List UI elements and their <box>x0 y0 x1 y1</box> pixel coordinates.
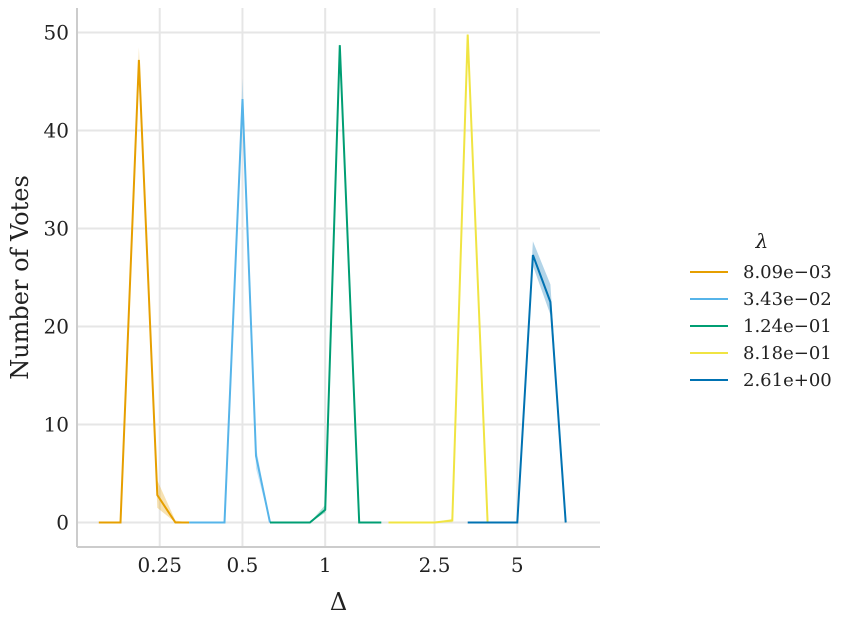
legend-title: λ <box>755 229 769 253</box>
y-tick-label: 30 <box>44 217 69 241</box>
legend: λ 8.09e−03 3.43e−02 1.24e−01 8.18e−01 2.61e+… <box>690 229 832 391</box>
series-line <box>189 99 271 524</box>
grid <box>77 8 600 547</box>
legend-item-label: 2.61e+00 <box>743 370 832 391</box>
legend-item-label: 1.24e−01 <box>743 316 832 337</box>
series-3 <box>388 32 489 524</box>
series-line <box>98 59 190 524</box>
y-tick-label: 50 <box>44 21 69 45</box>
x-axis-label: Δ <box>330 588 347 616</box>
y-tick-label: 40 <box>44 119 69 143</box>
series-confidence-band <box>189 78 270 523</box>
series-layer <box>98 32 567 524</box>
series-2 <box>270 42 382 524</box>
series-confidence-band <box>98 47 190 523</box>
series-confidence-band <box>388 32 488 523</box>
y-tick-label: 20 <box>44 315 69 339</box>
y-axis-label: Number of Votes <box>6 175 34 380</box>
x-tick-label: 1 <box>319 553 332 577</box>
series-line <box>388 34 489 524</box>
axes <box>76 8 600 548</box>
series-0 <box>98 47 190 524</box>
x-tick-label: 2.5 <box>419 553 451 577</box>
legend-item-label: 8.18e−01 <box>743 343 832 364</box>
series-1 <box>189 78 271 524</box>
y-tick-label: 10 <box>44 413 69 437</box>
series-line <box>270 45 382 524</box>
y-tick-label: 0 <box>56 511 69 535</box>
series-line <box>467 254 567 524</box>
x-tick-label: 0.25 <box>137 553 182 577</box>
x-tick-label: 0.5 <box>227 553 259 577</box>
series-4 <box>467 241 567 524</box>
x-tick-label: 5 <box>511 553 524 577</box>
tick-labels: 0 10 20 30 40 50 0.25 0.5 1 2.5 5 <box>44 21 524 578</box>
legend-item-label: 3.43e−02 <box>743 289 832 310</box>
legend-item-label: 8.09e−03 <box>743 262 832 283</box>
